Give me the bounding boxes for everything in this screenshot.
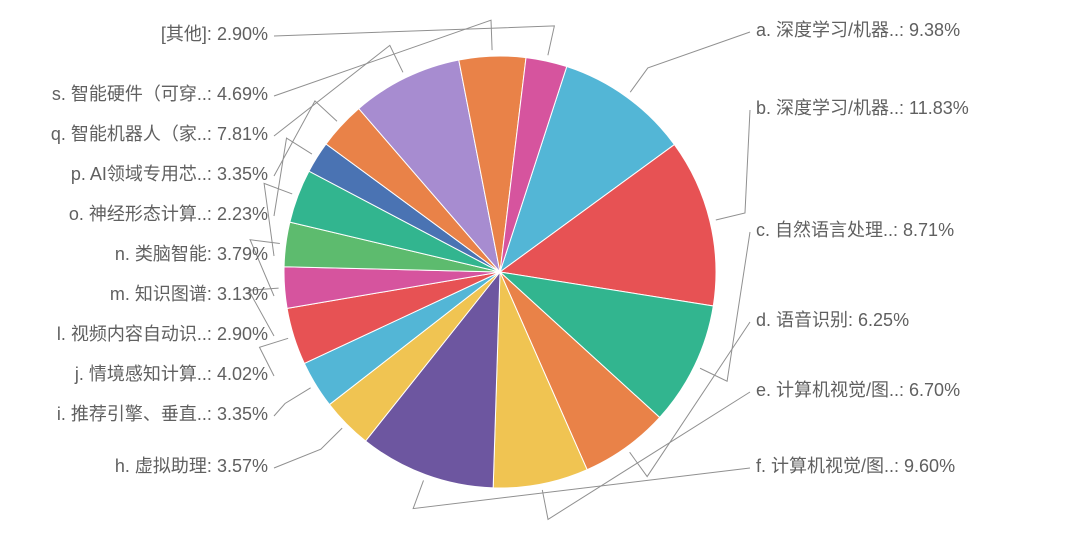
pie-label-text: m. 知识图谱	[110, 284, 207, 304]
pie-label-value: 3.13	[217, 284, 252, 304]
leader-line-a	[630, 32, 750, 92]
pie-label-text: h. 虚拟助理	[115, 456, 207, 476]
pie-label-text: s. 智能硬件（可穿..	[52, 84, 207, 104]
pie-label-n: n. 类脑智能: 3.79%	[115, 245, 268, 265]
pie-label-text: j. 情境感知计算..	[75, 364, 207, 384]
pie-label-value: 8.71	[903, 220, 938, 240]
pie-label-value: 2.90	[217, 24, 252, 44]
pie-label-value: 3.79	[217, 244, 252, 264]
pie-label-value: 6.25	[858, 310, 893, 330]
pie-label-text: n. 类脑智能	[115, 244, 207, 264]
pie-label-b: b. 深度学习/机器..: 11.83%	[756, 99, 969, 119]
pie-label-f: f. 计算机视觉/图..: 9.60%	[756, 457, 955, 477]
pie-label-value: 4.02	[217, 364, 252, 384]
pie-label-h: h. 虚拟助理: 3.57%	[115, 457, 268, 477]
pie-label-text: [其他]	[161, 24, 207, 44]
pie-label-value: 9.38	[909, 20, 944, 40]
pie-label-value: 6.70	[909, 380, 944, 400]
pie-label-m: m. 知识图谱: 3.13%	[110, 285, 268, 305]
pie-label-text: l. 视频内容自动识..	[57, 324, 207, 344]
pie-label-text: f. 计算机视觉/图..	[756, 456, 894, 476]
leader-line-b	[716, 110, 750, 220]
pie-label-o: o. 神经形态计算..: 2.23%	[69, 205, 268, 225]
pie-label-l: l. 视频内容自动识..: 2.90%	[57, 325, 268, 345]
pie-label-value: 2.23	[217, 204, 252, 224]
pie-label-i: i. 推荐引擎、垂直..: 3.35%	[57, 405, 268, 425]
pie-chart-container: a. 深度学习/机器..: 9.38% b. 深度学习/机器..: 11.83% c…	[0, 0, 1080, 540]
pie-label-value: 3.35	[217, 164, 252, 184]
pie-label-d: d. 语音识别: 6.25%	[756, 311, 909, 331]
pie-label-text: c. 自然语言处理..	[756, 220, 893, 240]
pie-label-e: e. 计算机视觉/图..: 6.70%	[756, 381, 960, 401]
pie-label-text: a. 深度学习/机器..	[756, 20, 899, 40]
pie-label-q: q. 智能机器人（家..: 7.81%	[51, 125, 268, 145]
pie-label-text: p. AI领域专用芯..	[71, 164, 207, 184]
pie-label-j: j. 情境感知计算..: 4.02%	[75, 365, 268, 385]
pie-label-p: p. AI领域专用芯..: 3.35%	[71, 165, 268, 185]
leader-line-other	[274, 26, 554, 55]
pie-label-value: 3.35	[217, 404, 252, 424]
pie-label-text: d. 语音识别	[756, 310, 848, 330]
pie-label-value: 2.90	[217, 324, 252, 344]
pie-label-s: s. 智能硬件（可穿..: 4.69%	[52, 85, 268, 105]
pie-label-value: 9.60	[904, 456, 939, 476]
pie-label-text: b. 深度学习/机器..	[756, 98, 899, 118]
pie-label-value: 3.57	[217, 456, 252, 476]
leader-line-h	[274, 428, 342, 468]
pie-label-other: [其他]: 2.90%	[161, 25, 268, 45]
pie-label-text: q. 智能机器人（家..	[51, 124, 207, 144]
pie-label-value: 11.83	[909, 98, 953, 118]
leader-line-i	[274, 388, 311, 416]
pie-label-text: i. 推荐引擎、垂直..	[57, 404, 207, 424]
pie-label-value: 4.69	[217, 84, 252, 104]
pie-label-text: o. 神经形态计算..	[69, 204, 207, 224]
pie-label-c: c. 自然语言处理..: 8.71%	[756, 221, 954, 241]
pie-label-text: e. 计算机视觉/图..	[756, 380, 899, 400]
pie-label-a: a. 深度学习/机器..: 9.38%	[756, 21, 960, 41]
pie-label-value: 7.81	[217, 124, 252, 144]
